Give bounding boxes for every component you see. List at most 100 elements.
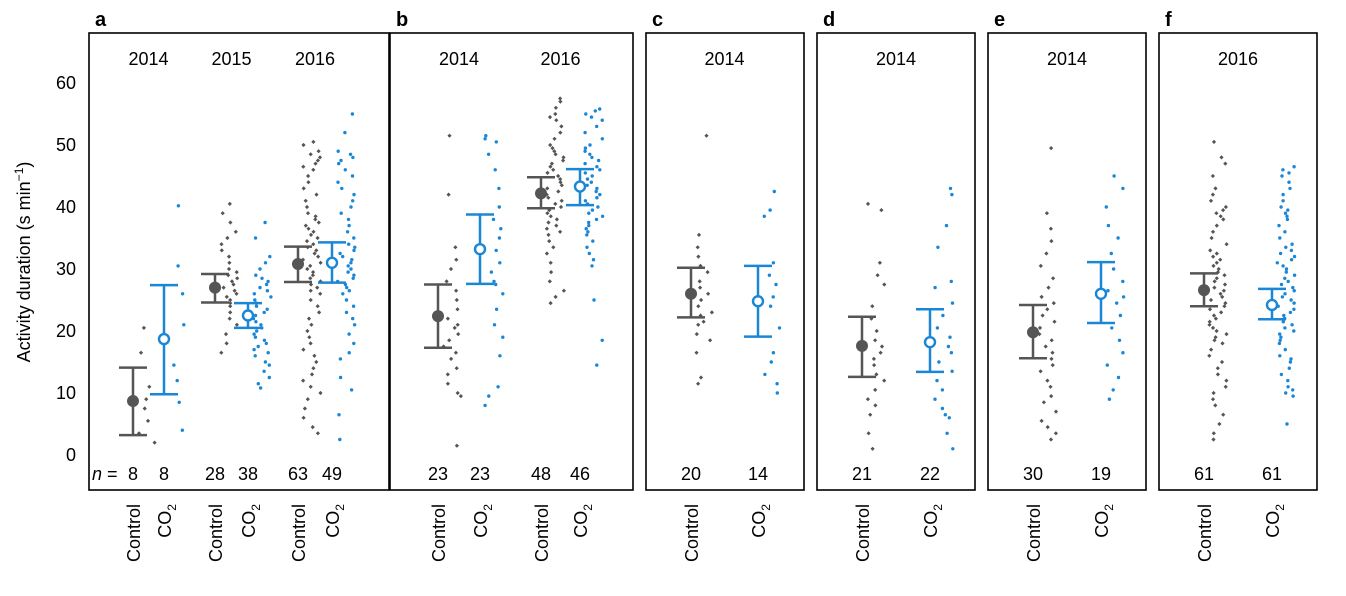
group-label: CO2 [471,504,495,538]
data-point [1053,409,1059,414]
data-point [586,230,590,234]
data-point [340,186,344,191]
panel-f: f 2016 61 Control 61 CO2 [1158,9,1318,562]
data-point [254,320,258,324]
data-point [301,186,306,191]
data-point [1040,313,1045,318]
data-point [1275,261,1280,265]
data-point [308,276,313,281]
data-point [878,350,883,355]
data-point [264,282,269,287]
data-point [777,326,782,330]
data-point [1278,354,1282,358]
data-point [301,142,306,148]
mean-marker [157,332,171,346]
data-point [589,180,593,184]
mean-marker [209,281,221,294]
data-point [303,223,308,228]
data-point [1210,173,1215,179]
data-point [587,223,591,228]
data-point [1046,285,1051,290]
data-point [484,134,488,138]
data-point [1052,319,1057,324]
data-point [1210,397,1216,402]
data-point [1219,155,1224,160]
data-point [306,316,312,321]
data-point [1223,301,1228,306]
data-point [1049,239,1054,244]
data-point [318,260,323,265]
data-point [1283,276,1287,280]
data-point [1045,425,1050,430]
group-co2-2014: 23 CO2 [466,134,505,538]
data-point [951,447,955,451]
data-point [1210,192,1215,197]
data-point [499,227,503,231]
group-control-2016: 63 Control [284,139,323,562]
data-point [1214,276,1219,281]
data-point [544,226,549,231]
data-point [583,199,588,203]
group-label-subscript: 2 [931,504,945,511]
n-label: 46 [570,464,590,484]
data-point [1292,329,1296,333]
data-point [489,270,494,274]
data-point [180,292,185,296]
data-point [496,385,500,389]
data-point [935,326,940,330]
data-point [706,291,711,296]
data-point [1214,260,1219,265]
data-point [546,220,551,225]
data-point [558,177,563,182]
data-point [936,245,940,249]
data-point [234,291,239,296]
data-point [172,363,176,367]
data-point [1283,230,1287,234]
data-point [871,356,876,361]
data-point [556,173,561,179]
data-point [1211,139,1217,145]
data-point [307,335,312,340]
panel-letter: f [1165,9,1172,31]
data-point [497,205,501,209]
data-point [933,397,937,401]
data-point [311,139,316,145]
mean-marker [325,256,339,269]
data-point [219,350,224,355]
data-point [458,394,463,399]
group-label: CO2 [1263,504,1287,538]
data-point [1208,248,1213,253]
data-point [865,201,871,207]
data-point [352,192,356,197]
data-point [545,211,550,216]
panel-d: d 2014 21 Control 22 CO2 [816,9,976,562]
data-point [352,341,356,346]
data-point [696,232,702,238]
data-point [1041,400,1046,405]
data-point [347,351,351,355]
data-point [338,375,343,380]
data-point [596,205,600,209]
data-point [1218,214,1223,219]
year-label: 2014 [704,49,744,69]
group-label: Control [682,504,702,562]
group-co2-2015: 38 CO2 [234,220,273,538]
data-point [1281,168,1285,172]
data-point [1292,307,1296,311]
data-point [553,111,558,117]
data-point [1211,437,1216,442]
data-point [1286,385,1290,389]
data-point [553,294,558,299]
panel-frame [1158,32,1318,491]
data-point [498,261,502,265]
data-point [176,204,181,208]
year-label: 2014 [439,49,479,69]
data-point [308,232,314,238]
data-point [228,301,233,306]
data-point [552,149,557,154]
mean-marker [1198,284,1210,297]
data-point [227,316,232,321]
group-label-subscript: 2 [759,504,773,511]
data-point [314,248,319,253]
